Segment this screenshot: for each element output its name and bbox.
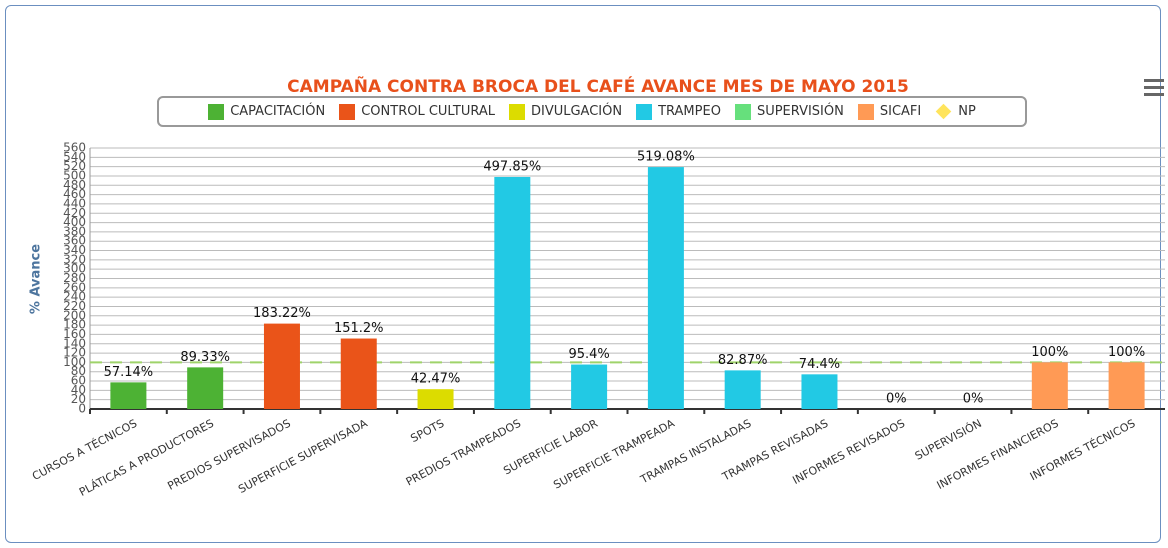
y-tick-label: 200 <box>63 308 86 322</box>
legend-symbol <box>935 103 952 120</box>
y-tick-label: 300 <box>63 262 86 276</box>
data-label: 151.2% <box>334 321 384 336</box>
y-tick-label: 80 <box>71 364 86 378</box>
y-tick-label: 100 <box>63 355 86 369</box>
legend-item[interactable]: CAPACITACIÓN <box>208 103 326 120</box>
y-tick-label: 420 <box>63 206 86 220</box>
data-label: 57.14% <box>104 365 154 380</box>
y-tick-label: 0 <box>78 402 86 416</box>
legend-label: NP <box>958 104 976 119</box>
data-label: 0% <box>963 392 984 407</box>
chart-card <box>5 5 1161 543</box>
y-tick-label: 40 <box>71 383 86 397</box>
legend-label: TRAMPEO <box>658 104 721 119</box>
legend-label: CONTROL CULTURAL <box>361 104 495 119</box>
y-tick-label: 400 <box>63 215 86 229</box>
bar <box>110 382 147 409</box>
y-tick-label: 540 <box>63 150 86 164</box>
legend-item[interactable]: CONTROL CULTURAL <box>339 103 495 120</box>
legend: CAPACITACIÓN CONTROL CULTURAL DIVULGACIÓN T… <box>157 96 1027 127</box>
x-tick-label: SUPERVISIÓN <box>913 417 984 463</box>
legend-item[interactable]: SICAFI <box>857 103 922 120</box>
y-tick-label: 360 <box>63 234 86 248</box>
legend-symbol <box>339 103 356 120</box>
bar <box>1031 362 1068 409</box>
y-tick-label: 280 <box>63 271 86 285</box>
y-tick-label: 160 <box>63 327 86 341</box>
y-tick-label: 320 <box>63 252 86 266</box>
y-tick-label: 340 <box>63 243 86 257</box>
legend-symbol <box>208 103 225 120</box>
bar <box>571 364 608 409</box>
bar <box>1108 362 1145 409</box>
y-tick-label: 240 <box>63 290 86 304</box>
data-label: 0% <box>886 392 907 407</box>
y-tick-label: 180 <box>63 318 86 332</box>
x-tick-label: PLÁTICAS A PRODUCTORES <box>77 417 216 499</box>
data-label: 497.85% <box>483 159 541 174</box>
y-tick-label: 440 <box>63 196 86 210</box>
legend-label: DIVULGACIÓN <box>530 104 623 119</box>
y-axis-label: % Avance <box>29 244 44 314</box>
y-tick-label: 560 <box>63 141 86 155</box>
legend-item[interactable]: SUPERVISIÓN <box>734 103 844 120</box>
y-tick-label: 220 <box>63 299 86 313</box>
x-tick-label: SPOTS <box>408 417 446 445</box>
legend-label: SUPERVISIÓN <box>756 104 844 119</box>
bar <box>187 367 224 409</box>
bar <box>647 167 684 409</box>
x-tick-label: SUPERFICIE TRAMPEADA <box>551 417 677 492</box>
bar <box>263 323 300 409</box>
y-tick-label: 480 <box>63 178 86 192</box>
data-label: 183.22% <box>253 306 311 321</box>
y-tick-label: 60 <box>71 374 86 388</box>
y-tick-label: 120 <box>63 346 86 360</box>
data-label: 100% <box>1108 345 1145 360</box>
data-label: 42.47% <box>411 372 461 387</box>
menu-bar <box>1144 79 1164 82</box>
data-label: 74.4% <box>799 357 840 372</box>
legend-symbol <box>734 103 751 120</box>
y-tick-label: 380 <box>63 224 86 238</box>
legend-symbol <box>857 103 874 120</box>
bar <box>801 374 838 409</box>
data-label: 89.33% <box>180 350 230 365</box>
legend-item[interactable]: DIVULGACIÓN <box>508 103 623 120</box>
y-tick-label: 460 <box>63 187 86 201</box>
legend-symbol <box>508 103 525 120</box>
data-label: 100% <box>1031 345 1068 360</box>
x-tick-label: INFORMES FINANCIEROS <box>935 417 1061 492</box>
data-label: 519.08% <box>637 150 695 165</box>
legend-symbol <box>636 103 653 120</box>
bar <box>494 176 531 409</box>
legend-item[interactable]: TRAMPEO <box>636 103 721 120</box>
bar <box>340 338 377 409</box>
menu-bar <box>1144 93 1164 96</box>
y-tick-label: 260 <box>63 280 86 294</box>
y-tick-label: 20 <box>71 392 86 406</box>
y-tick-label: 520 <box>63 159 86 173</box>
legend-item[interactable]: NP <box>935 103 976 120</box>
y-tick-label: 140 <box>63 336 86 350</box>
x-tick-label: PREDIOS SUPERVISADOS <box>165 417 292 493</box>
bar <box>724 370 761 409</box>
data-label: 82.87% <box>718 353 768 368</box>
data-label: 95.4% <box>568 347 609 362</box>
x-tick-label: SUPERFICIE SUPERVISADA <box>236 417 370 496</box>
legend-label: CAPACITACIÓN <box>230 104 326 119</box>
menu-button[interactable] <box>1144 79 1164 96</box>
y-tick-label: 500 <box>63 168 86 182</box>
bar <box>417 389 454 409</box>
menu-bar <box>1144 86 1164 89</box>
legend-label: SICAFI <box>879 104 922 119</box>
chart-title: CAMPAÑA CONTRA BROCA DEL CAFÉ AVANCE MES… <box>287 74 909 97</box>
